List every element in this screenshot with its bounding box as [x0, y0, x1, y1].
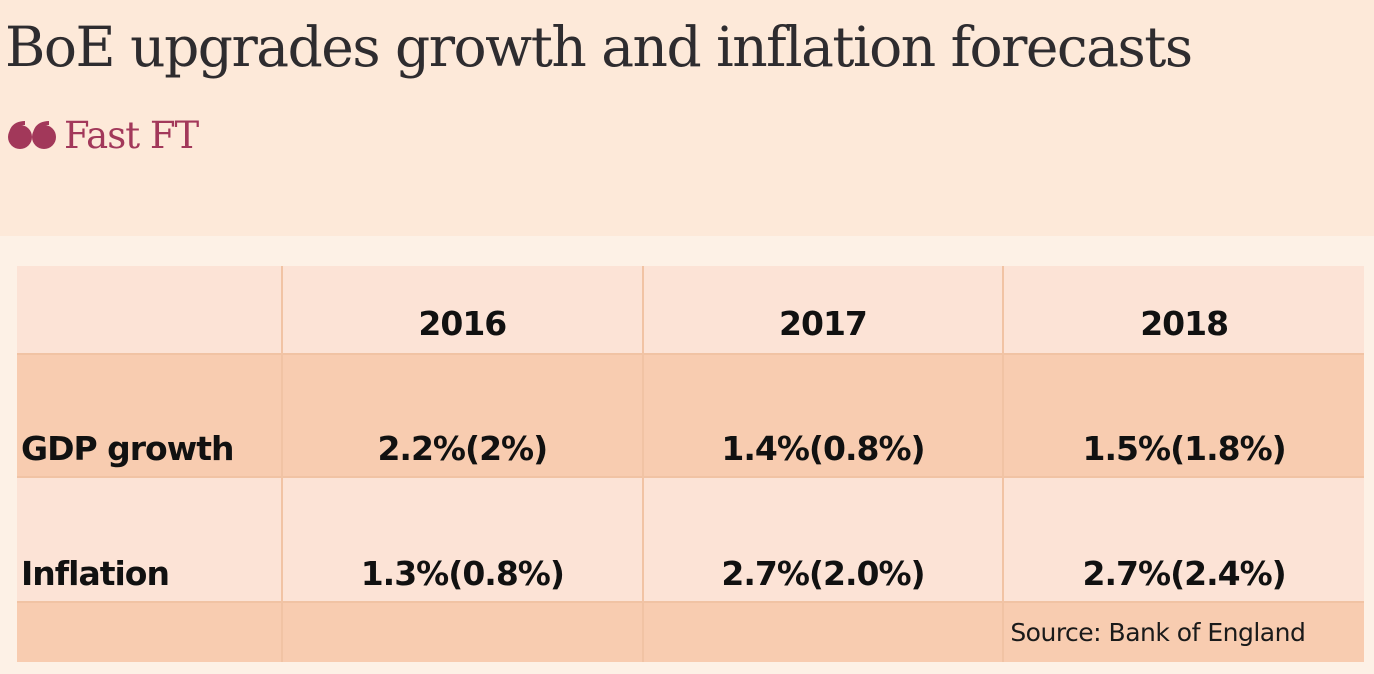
article-header: BoE upgrades growth and inflation foreca… [0, 0, 1374, 236]
gdp-2018-value: 1.5%(1.8%) [1003, 354, 1364, 479]
row-label-gdp-growth: GDP growth [17, 354, 283, 479]
source-note: Source: Bank of England [1010, 617, 1306, 647]
quote-icon [8, 121, 56, 149]
table-row-inflation: Inflation 1.3%(0.8%) 2.7%(2.0%) 2.7%(2.4… [17, 477, 1364, 603]
forecast-table: 2016 2017 2018 GDP growth 2.2%(2%) 1.4%(… [17, 266, 1364, 662]
inflation-2017-value: 2.7%(2.0%) [642, 477, 1005, 603]
inflation-2016-value: 1.3%(0.8%) [282, 477, 644, 603]
fast-ft-link[interactable]: Fast FT [6, 108, 199, 162]
table-source-row: Source: Bank of England [17, 601, 1364, 662]
table-row-gdp-growth: GDP growth 2.2%(2%) 1.4%(0.8%) 1.5%(1.8%… [17, 354, 1364, 479]
headline: BoE upgrades growth and inflation foreca… [5, 15, 1193, 79]
header-cell-2018: 2018 [1003, 266, 1364, 356]
forecast-table-image: 2016 2017 2018 GDP growth 2.2%(2%) 1.4%(… [17, 266, 1364, 662]
source-row-cell-empty [642, 601, 1005, 662]
gdp-2017-value: 1.4%(0.8%) [642, 354, 1005, 479]
brand-label: Fast FT [64, 113, 199, 157]
source-row-cell-empty [17, 601, 283, 662]
inflation-2018-value: 2.7%(2.4%) [1003, 477, 1364, 603]
table-header-row: 2016 2017 2018 [17, 266, 1364, 356]
header-cell-empty [17, 266, 283, 356]
row-label-inflation: Inflation [17, 477, 283, 603]
source-row-cell-empty [282, 601, 644, 662]
header-cell-2016: 2016 [282, 266, 644, 356]
gdp-2016-value: 2.2%(2%) [282, 354, 644, 479]
header-cell-2017: 2017 [642, 266, 1005, 356]
